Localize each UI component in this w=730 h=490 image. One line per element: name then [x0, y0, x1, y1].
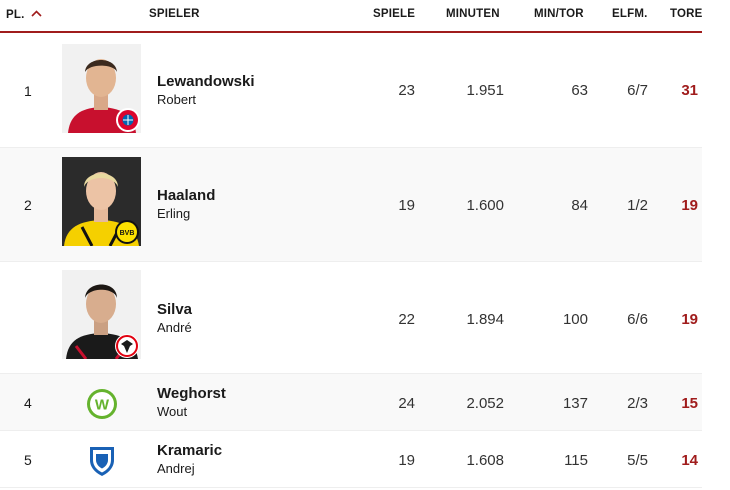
bvb-crest-icon: BVB: [115, 220, 139, 244]
player-last-name: Lewandowski: [157, 73, 255, 90]
games-column-header[interactable]: SPIELE: [373, 8, 416, 20]
svg-text:W: W: [95, 397, 110, 414]
player-last-name: Weghorst: [157, 385, 226, 402]
player-first-name: Wout: [157, 404, 188, 419]
player-first-name: Erling: [157, 206, 191, 221]
min-per-goal-value: 84: [571, 197, 588, 214]
rank-value: 1: [24, 83, 32, 99]
penalties-value: 2/3: [627, 395, 648, 412]
player-first-name: André: [157, 320, 192, 335]
rank-value: 4: [24, 395, 32, 411]
min-per-goal-value: 115: [564, 452, 588, 469]
player-first-name: Robert: [157, 92, 197, 107]
games-value: 19: [398, 197, 415, 214]
player-photo: [62, 270, 141, 359]
player-name[interactable]: Lewandowski Robert: [157, 73, 255, 109]
games-value: 22: [398, 311, 415, 328]
table-header: PL. SPIELER SPIELE MINUTEN MIN/TOR ELFM.…: [0, 0, 702, 33]
player-photo: BVB: [62, 157, 141, 246]
min-per-goal-value: 63: [571, 82, 588, 99]
player-last-name: Haaland: [157, 187, 216, 204]
min-per-goal-value: 100: [562, 311, 588, 328]
penalties-value: 6/7: [627, 82, 648, 99]
goals-column-header[interactable]: TORE: [670, 8, 703, 20]
player-first-name: Andrej: [157, 461, 195, 476]
penalties-value: 5/5: [627, 452, 648, 469]
fc-bayern-crest-icon: [116, 108, 140, 132]
games-value: 24: [398, 395, 415, 412]
minutes-value: 1.608: [466, 452, 504, 469]
minutes-column-header[interactable]: MINUTEN: [446, 8, 500, 20]
penalties-value: 1/2: [627, 197, 648, 214]
goals-value: 14: [681, 452, 698, 469]
table-row[interactable]: 4 W Weghorst Wout 24 2.052 137 2/3 15: [0, 374, 702, 431]
rank-column-header[interactable]: PL.: [6, 8, 42, 21]
minutes-value: 1.894: [466, 311, 504, 328]
penalties-value: 6/6: [627, 311, 648, 328]
table-row[interactable]: 5 Kramaric Andrej 19 1.608 115 5/5 14: [0, 431, 702, 488]
eintracht-frankfurt-crest-icon: [115, 334, 139, 358]
vfl-wolfsburg-crest-icon: W: [84, 386, 120, 422]
min-per-goal-column-header[interactable]: MIN/TOR: [534, 8, 584, 20]
player-last-name: Kramaric: [157, 442, 223, 459]
player-last-name: Silva: [157, 301, 193, 318]
player-column-header[interactable]: SPIELER: [149, 8, 200, 20]
table-row[interactable]: 2 BVB Haaland Erling 19 1.600 84 1/2 19: [0, 148, 702, 262]
table-row[interactable]: 1 Lewandowski Robert 23 1.951 63 6/7 31: [0, 35, 702, 148]
games-value: 23: [398, 82, 415, 99]
goals-value: 19: [681, 311, 698, 328]
goals-value: 15: [681, 395, 698, 412]
goals-value: 19: [681, 197, 698, 214]
tsg-hoffenheim-crest-icon: [84, 442, 120, 478]
player-name[interactable]: Weghorst Wout: [157, 385, 226, 421]
svg-text:BVB: BVB: [120, 230, 135, 237]
player-name[interactable]: Silva André: [157, 301, 192, 337]
player-name[interactable]: Haaland Erling: [157, 187, 215, 223]
minutes-value: 1.951: [466, 82, 504, 99]
rank-value: 5: [24, 452, 32, 468]
minutes-value: 1.600: [466, 197, 504, 214]
rank-value: 2: [24, 197, 32, 213]
games-value: 19: [398, 452, 415, 469]
player-name[interactable]: Kramaric Andrej: [157, 442, 222, 478]
min-per-goal-value: 137: [562, 395, 588, 412]
minutes-value: 2.052: [466, 395, 504, 412]
player-photo: [62, 44, 141, 133]
rank-header-label: PL.: [6, 9, 25, 21]
penalties-column-header[interactable]: ELFM.: [612, 8, 648, 20]
sort-ascending-icon[interactable]: [30, 8, 42, 20]
table-row[interactable]: Silva André 22 1.894 100 6/6 19: [0, 262, 702, 374]
goals-value: 31: [681, 82, 698, 99]
